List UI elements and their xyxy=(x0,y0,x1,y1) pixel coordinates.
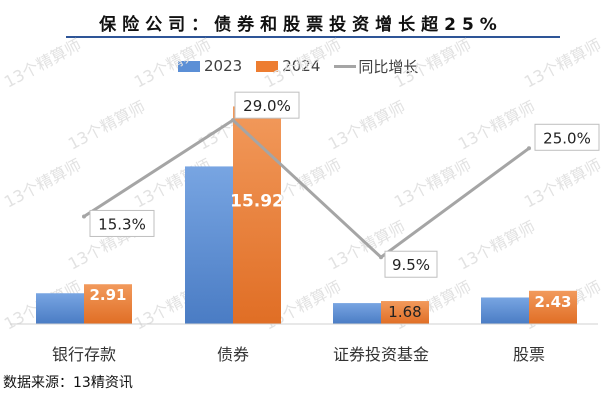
watermark-text: 13个精算师 xyxy=(261,35,344,91)
growth-data-label: 29.0% xyxy=(243,97,291,115)
bar-2024-0 xyxy=(84,284,132,324)
watermark-text: 13个精算师 xyxy=(455,97,538,153)
watermark-text: 13个精算师 xyxy=(391,155,474,211)
x-tick-label: 银行存款 xyxy=(52,345,116,364)
bar-2024-1 xyxy=(233,106,281,324)
growth-data-label: 15.3% xyxy=(98,215,146,233)
growth-line xyxy=(83,118,530,260)
bar-2024-2 xyxy=(381,301,429,324)
chart-title: 保险公司：债券和股票投资增长超25% xyxy=(99,15,503,35)
legend-label-2024: 2024 xyxy=(282,57,321,75)
legend-line-growth xyxy=(334,64,357,68)
legend-swatch-2024 xyxy=(256,60,279,72)
growth-point xyxy=(82,214,86,219)
legend-item-growth: 同比增长 xyxy=(334,56,418,77)
watermark-text: 13个精算师 xyxy=(455,217,538,273)
bar-2023-0 xyxy=(36,293,84,324)
legend-item-2023: 2023 xyxy=(178,57,242,75)
watermark-text: 13个精算师 xyxy=(131,35,214,91)
title-underline xyxy=(66,36,560,38)
watermark-text: 13个精算师 xyxy=(521,155,602,211)
growth-point xyxy=(379,255,383,260)
growth-callout-box xyxy=(384,250,438,278)
growth-callout-box xyxy=(534,123,600,151)
watermark-text: 13个精算师 xyxy=(1,155,84,211)
growth-data-label: 25.0% xyxy=(543,129,591,147)
bar-data-label: 2.43 xyxy=(534,293,571,311)
x-tick-label: 债券 xyxy=(217,345,249,364)
growth-point xyxy=(527,146,531,151)
growth-callout-box xyxy=(234,91,300,119)
legend-swatch-2023 xyxy=(178,60,200,72)
bar-2023-1 xyxy=(185,166,233,324)
watermark-text: 13个精算师 xyxy=(521,35,602,91)
bar-2023-3 xyxy=(481,297,529,324)
growth-data-label: 9.5% xyxy=(392,256,430,274)
bar-data-label: 1.68 xyxy=(388,303,421,321)
growth-point xyxy=(231,118,235,123)
bar-2023-2 xyxy=(333,303,381,324)
chart-legend: 2023 2024 同比增长 xyxy=(178,56,432,76)
bar-2024-3 xyxy=(529,290,577,324)
bar-data-label: 2.91 xyxy=(89,286,126,304)
x-tick-label: 股票 xyxy=(513,345,545,364)
watermark-text: 13个精算师 xyxy=(1,35,84,91)
source-note: 数据来源：13精资讯 xyxy=(3,375,133,391)
legend-label-2023: 2023 xyxy=(204,57,243,75)
watermark-text: 13个精算师 xyxy=(65,97,148,153)
bar-data-label: 15.92 xyxy=(230,191,284,211)
legend-item-2024: 2024 xyxy=(256,57,320,75)
x-tick-label: 证券投资基金 xyxy=(333,345,429,364)
legend-label-growth: 同比增长 xyxy=(358,57,419,76)
watermark-text: 13个精算师 xyxy=(391,35,474,91)
growth-callout-box xyxy=(89,209,155,237)
watermark-text: 13个精算师 xyxy=(325,97,408,153)
